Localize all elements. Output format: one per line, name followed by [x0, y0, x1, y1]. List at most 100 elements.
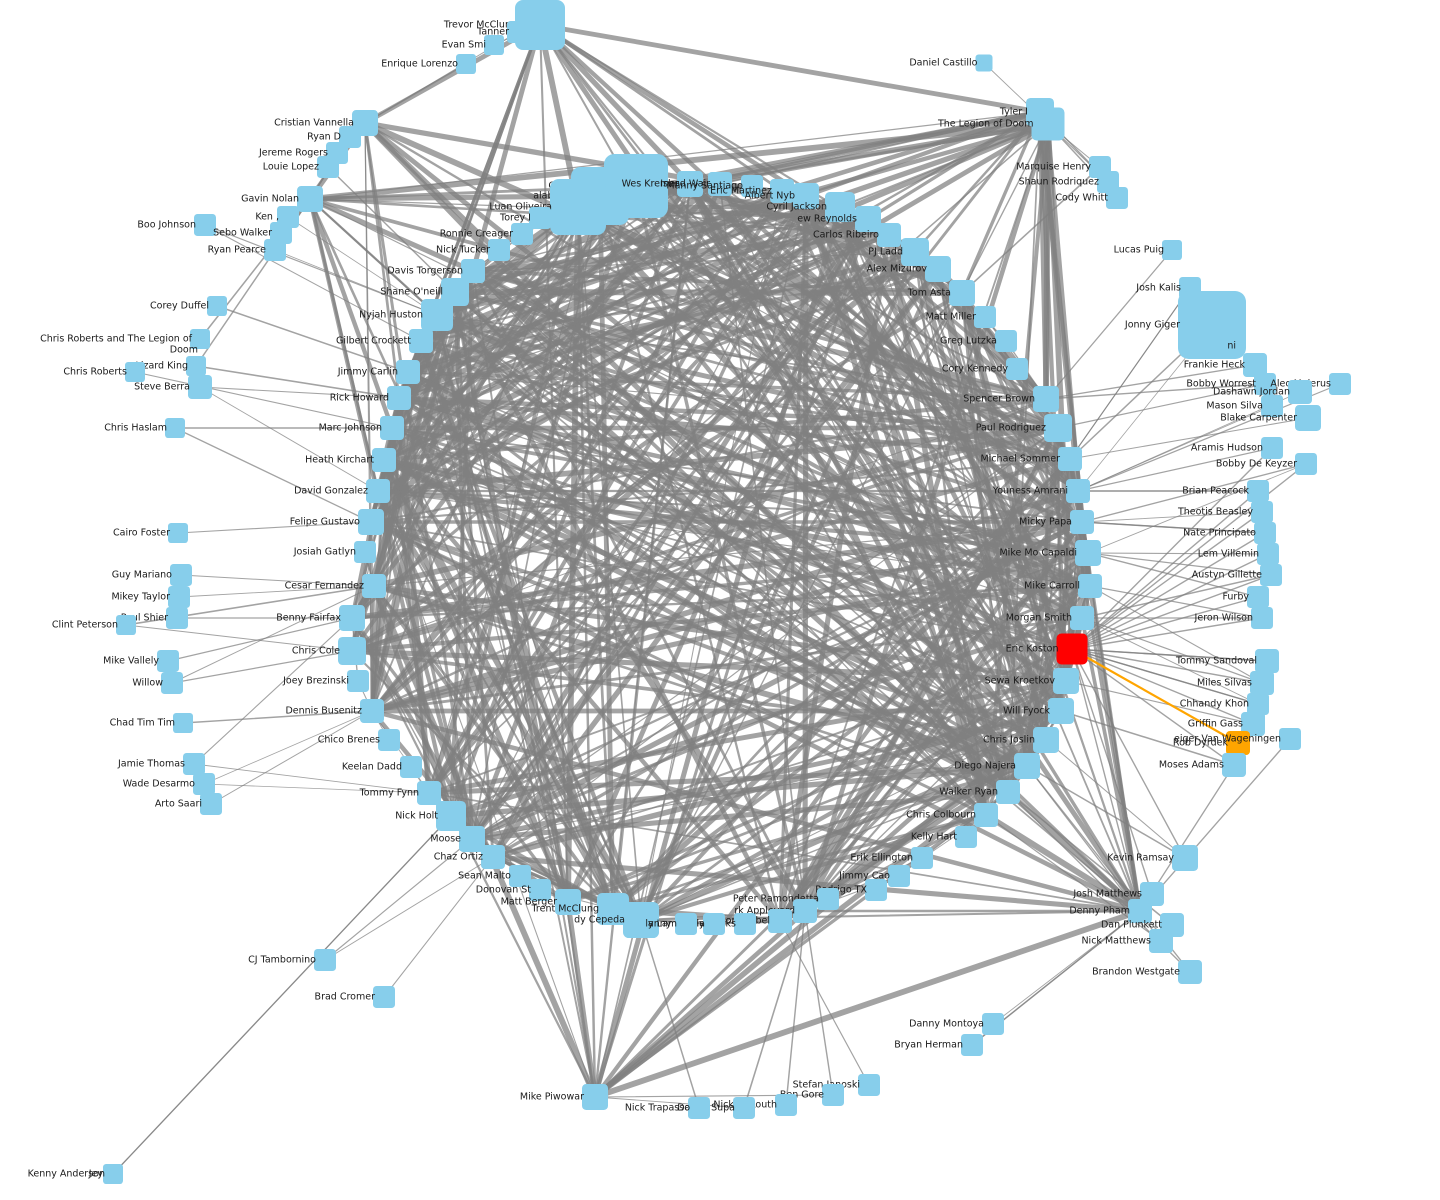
graph-node-dashawn-jordan[interactable] [1288, 380, 1312, 404]
graph-node-matt-berger[interactable] [555, 889, 581, 915]
graph-node-mike-vallely[interactable] [157, 650, 179, 672]
graph-node-jonny-giger[interactable] [1178, 291, 1246, 359]
graph-node-mike-carroll[interactable] [1078, 574, 1102, 598]
graph-node-wes-kremer[interactable] [677, 171, 703, 197]
graph-node-benny-fairfax[interactable] [339, 605, 365, 631]
graph-node-stefan-janoski[interactable] [858, 1074, 880, 1096]
graph-node-chris-joslin[interactable] [1033, 727, 1059, 753]
graph-node-mason-silva[interactable] [1261, 395, 1283, 417]
graph-node-eric-koston[interactable] [1056, 633, 1088, 665]
graph-node-theotis-beasley[interactable] [1251, 501, 1273, 523]
graph-node-pj-ladd[interactable] [901, 238, 929, 266]
graph-node-rodrigo-tx[interactable] [865, 879, 887, 901]
graph-node-nick-trapasso[interactable] [688, 1097, 710, 1119]
graph-node-chris-cole[interactable] [338, 637, 366, 665]
graph-node-youness-amrani[interactable] [1066, 479, 1090, 503]
graph-node-daniel-castillo[interactable] [975, 54, 993, 72]
graph-node-brad-cromer[interactable] [373, 986, 395, 1008]
graph-node-michael-sommer[interactable] [1058, 447, 1082, 471]
graph-node-marc-johnson[interactable] [380, 416, 404, 440]
graph-node-spencer-brown[interactable] [1033, 386, 1059, 412]
graph-node-peter-ramondetta[interactable] [817, 888, 839, 910]
graph-node-ly-lam[interactable] [675, 913, 697, 935]
graph-node-cody-cepeda[interactable] [623, 902, 659, 938]
graph-node-jimmy-cao[interactable] [888, 865, 910, 887]
graph-node-bryan-herman[interactable] [961, 1034, 983, 1056]
graph-node-clint-peterson[interactable] [116, 615, 136, 635]
graph-node-guy-mariano[interactable] [170, 564, 192, 586]
graph-node-alec-majerus[interactable] [1329, 373, 1351, 395]
graph-node-walker-ryan[interactable] [996, 780, 1020, 804]
graph-node-chico-brenes[interactable] [378, 729, 400, 751]
graph-node-carlos-ribeiro[interactable] [877, 223, 901, 247]
graph-node-micky-papa[interactable] [1070, 510, 1094, 534]
graph-node-enrique-lorenzo[interactable] [456, 54, 476, 74]
graph-node-mark-appleyard[interactable] [793, 899, 817, 923]
graph-node-bobby-worrest[interactable] [1254, 373, 1276, 395]
graph-node-lem-villemin[interactable] [1257, 543, 1279, 565]
graph-node-steve-berra[interactable] [188, 375, 212, 399]
graph-node-cory-kennedy[interactable] [1006, 358, 1028, 380]
graph-node-erik-ellington[interactable] [911, 847, 933, 869]
graph-node-josiah-gatlyn[interactable] [354, 541, 376, 563]
graph-node-cyril-jackson[interactable] [825, 192, 855, 222]
graph-node-arto-saari[interactable] [200, 793, 222, 815]
graph-node-dennis-busenitz[interactable] [360, 699, 384, 723]
graph-node-boo-johnson[interactable] [194, 214, 216, 236]
graph-node-nick-tucker[interactable] [488, 239, 510, 261]
graph-node-manny-santiago[interactable] [741, 175, 763, 197]
graph-node-heath-kirchart[interactable] [372, 448, 396, 472]
graph-node-alex-mizurov[interactable] [925, 256, 951, 282]
graph-node-nyjah-huston[interactable] [421, 299, 453, 331]
graph-node-brandon-westgate[interactable] [1178, 960, 1202, 984]
graph-node-ishod-wair[interactable] [708, 172, 732, 196]
graph-node-cody-whitt[interactable] [1106, 187, 1128, 209]
graph-node-brandon-biebel[interactable] [768, 909, 792, 933]
graph-node-sean-malto[interactable] [509, 865, 531, 887]
graph-node-mike-mo-capaldi[interactable] [1075, 540, 1101, 566]
graph-node-rob-dyrdek[interactable] [1226, 731, 1250, 755]
graph-node-moose[interactable] [459, 826, 485, 852]
graph-node-nick-matthews[interactable] [1149, 929, 1173, 953]
graph-node-jamie-thomas[interactable] [183, 753, 205, 775]
graph-node-greg-lutzka[interactable] [995, 330, 1017, 352]
graph-node-furby[interactable] [1247, 586, 1269, 608]
graph-node-sebo-walker[interactable] [270, 222, 292, 244]
graph-node-paul-shier[interactable] [166, 607, 188, 629]
graph-node-nick-mclouth[interactable] [775, 1094, 797, 1116]
graph-node-wade-desarmo[interactable] [193, 773, 215, 795]
graph-node-kevin-ramsay[interactable] [1172, 845, 1198, 871]
graph-node-mikey-taylor[interactable] [168, 586, 190, 608]
graph-node-nate-principato[interactable] [1254, 522, 1276, 544]
graph-node-kenny-anderson[interactable] [103, 1164, 123, 1184]
graph-node-albert-nyberg[interactable] [793, 183, 819, 209]
graph-node-gavin-nolan[interactable] [297, 186, 323, 212]
graph-node-blake-carpenter[interactable] [1295, 405, 1321, 431]
graph-node-morgan-smith[interactable] [1070, 606, 1094, 630]
graph-node-davis-torgerson[interactable] [461, 259, 485, 283]
graph-node-mike-piwowar[interactable] [582, 1084, 608, 1110]
graph-node-moses-adams[interactable] [1222, 753, 1246, 777]
graph-node-luan-oliveira[interactable] [550, 179, 606, 235]
graph-node-aramis-hudson[interactable] [1261, 437, 1283, 459]
graph-node-legion-of-doom[interactable] [1031, 107, 1065, 141]
graph-node-louie-lopez[interactable] [317, 156, 339, 178]
graph-node-denny-pham[interactable] [1128, 899, 1152, 923]
graph-node-donovan-st[interactable] [529, 879, 551, 901]
graph-node-frankie-heck[interactable] [1243, 353, 1267, 377]
graph-node-cairo-foster[interactable] [168, 523, 188, 543]
graph-node-danny-montoya[interactable] [982, 1013, 1004, 1035]
graph-node-andrew-reynolds[interactable] [855, 206, 881, 232]
graph-node-austyn-gillette[interactable] [1260, 564, 1282, 586]
graph-node-felipe-gustavo[interactable] [358, 509, 384, 535]
graph-node-evan-smith[interactable] [484, 35, 504, 55]
graph-node-cesar-fernandez[interactable] [362, 574, 386, 598]
graph-node-gilbert-crockett[interactable] [409, 329, 433, 353]
graph-node-kelly-hart[interactable] [955, 826, 977, 848]
graph-node-matt-miller[interactable] [974, 306, 996, 328]
graph-node-eric-martinez[interactable] [770, 179, 794, 203]
graph-node-ronnie-creager[interactable] [511, 223, 533, 245]
graph-node-corey-duffel[interactable] [207, 296, 227, 316]
graph-node-sewa-kroetkov[interactable] [1053, 668, 1079, 694]
graph-node-ben-gore[interactable] [822, 1084, 844, 1106]
